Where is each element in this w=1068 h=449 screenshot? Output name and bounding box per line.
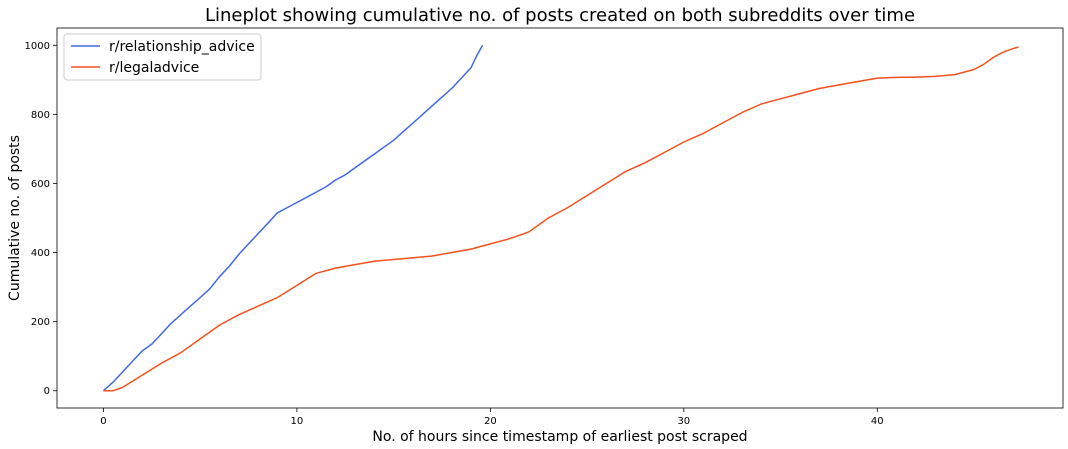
legend-box (63, 33, 262, 81)
series-line-0 (102, 44, 484, 392)
y-tick-label: 0 (44, 386, 50, 397)
y-tick-label: 800 (31, 110, 50, 121)
x-tick-label: 10 (291, 416, 304, 427)
y-tick-label: 1000 (25, 41, 50, 52)
y-axis-label: Cumulative no. of posts (7, 135, 23, 301)
y-tick-label: 400 (31, 248, 50, 259)
chart-title: Lineplot showing cumulative no. of posts… (205, 5, 915, 26)
x-tick-label: 30 (677, 416, 690, 427)
series-group (102, 44, 1019, 392)
x-axis-label: No. of hours since timestamp of earliest… (372, 429, 747, 445)
legend-entry-0: r/relationship_advice (109, 39, 255, 55)
legend: r/relationship_advice r/legaladvice (63, 33, 262, 81)
y-tick-label: 600 (31, 179, 50, 190)
y-tick-label: 200 (31, 317, 50, 328)
series-line-1 (103, 46, 1019, 392)
x-tick-label: 40 (871, 416, 884, 427)
x-tick-label: 20 (484, 416, 497, 427)
y-axis-ticks: 0 200 400 600 800 1000 (25, 41, 57, 397)
x-axis-ticks: 0 10 20 30 40 (100, 408, 884, 427)
x-tick-label: 0 (100, 416, 106, 427)
plot-frame (56, 27, 1064, 409)
legend-entry-1: r/legaladvice (109, 60, 199, 76)
